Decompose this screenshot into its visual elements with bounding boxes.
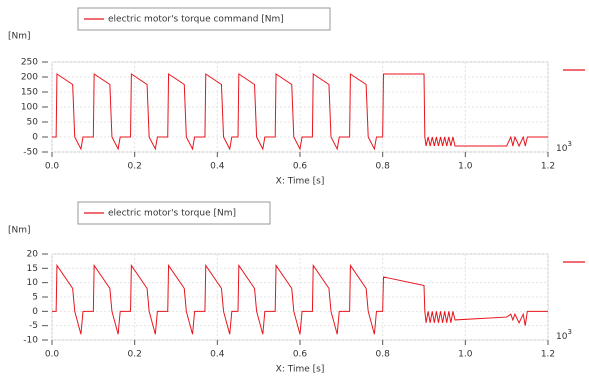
y-tick-label: 50 <box>27 118 39 128</box>
axis-multiplier: 103 <box>556 140 572 154</box>
x-tick-label: 0.6 <box>293 162 308 172</box>
y-tick-label: -5 <box>29 321 38 331</box>
x-tick-label: 0.2 <box>128 162 142 172</box>
x-tick-label: 0.6 <box>293 350 308 360</box>
line-series <box>52 263 548 335</box>
x-axis-label: X: Time [s] <box>276 177 325 187</box>
x-tick-label: 0.4 <box>210 350 225 360</box>
y-axis-label: [Nm] <box>8 32 31 42</box>
x-tick-label: 1.0 <box>458 350 473 360</box>
y-tick-label: 250 <box>21 58 38 68</box>
y-tick-label: 150 <box>21 88 38 98</box>
y-tick-label: 10 <box>27 278 39 288</box>
x-tick-label: 0.4 <box>210 162 225 172</box>
x-tick-label: 1.2 <box>541 162 555 172</box>
x-tick-label: 0.8 <box>376 162 391 172</box>
multiplier-exponent: 3 <box>567 140 571 148</box>
x-axis-label: X: Time [s] <box>276 365 325 375</box>
multiplier-exponent: 3 <box>567 328 571 336</box>
x-tick-label: 1.0 <box>458 162 473 172</box>
x-tick-label: 1.2 <box>541 350 555 360</box>
x-tick-label: 0.0 <box>45 350 60 360</box>
multiplier-base: 10 <box>556 332 568 342</box>
y-axis-label: [Nm] <box>8 226 31 236</box>
x-tick-label: 0.0 <box>45 162 60 172</box>
legend-box <box>77 201 271 225</box>
axis-multiplier: 103 <box>556 328 572 342</box>
y-tick-label: 0 <box>32 133 38 143</box>
x-tick-label: 0.8 <box>376 350 391 360</box>
y-tick-label: 15 <box>27 264 38 274</box>
line-series <box>52 73 548 151</box>
legend-box <box>77 7 331 31</box>
legend-label: electric motor's torque [Nm] <box>108 209 236 219</box>
legend-label: electric motor's torque command [Nm] <box>108 15 284 25</box>
y-tick-label: 20 <box>27 250 39 260</box>
y-tick-label: 5 <box>32 293 38 303</box>
y-tick-label: 100 <box>21 103 38 113</box>
y-tick-label: 200 <box>21 73 38 83</box>
y-tick-label: 0 <box>32 307 38 317</box>
multiplier-base: 10 <box>556 144 568 154</box>
y-tick-label: -50 <box>23 148 38 158</box>
x-tick-label: 0.2 <box>128 350 142 360</box>
y-tick-label: -10 <box>23 336 38 346</box>
